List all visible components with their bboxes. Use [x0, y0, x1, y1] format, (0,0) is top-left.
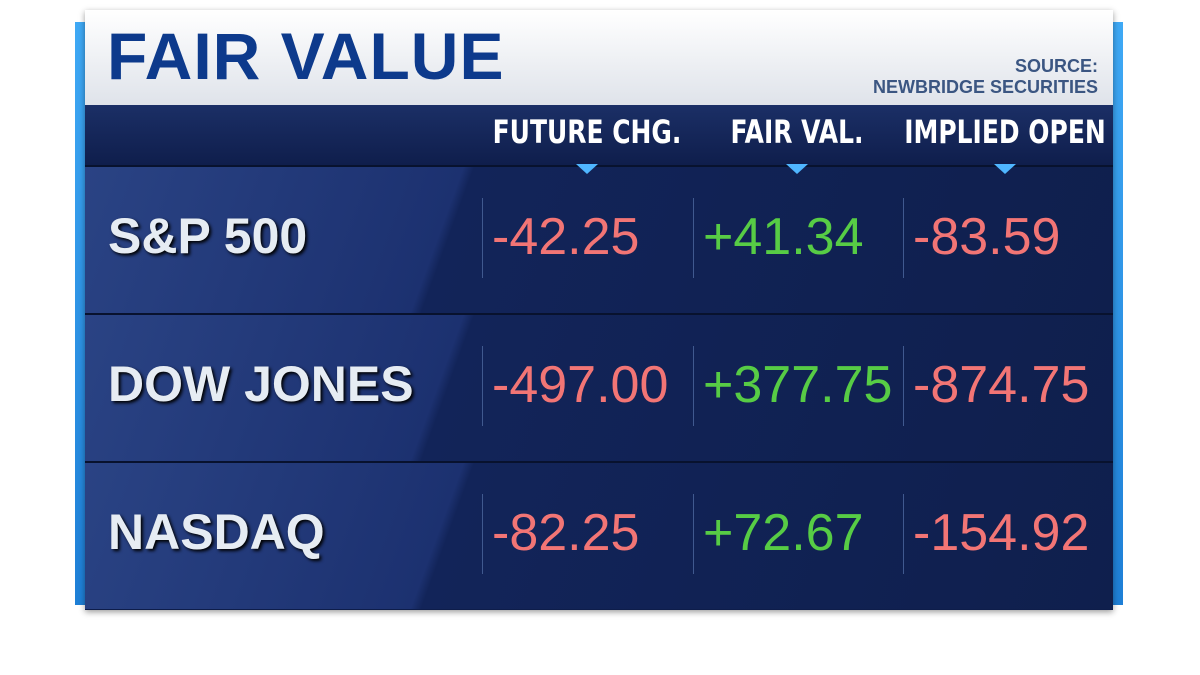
column-marker	[576, 164, 598, 174]
column-header: IMPLIED OPEN	[904, 113, 1106, 151]
row-bg	[85, 165, 1113, 313]
separator	[903, 198, 904, 278]
value: -154.92	[913, 504, 1090, 562]
column-marker	[786, 164, 808, 174]
column-header: FAIR VAL.	[730, 113, 864, 151]
column-marker	[994, 164, 1016, 174]
separator	[693, 494, 694, 574]
separator	[903, 346, 904, 426]
source-label: SOURCE:	[1014, 56, 1098, 76]
separator	[482, 494, 483, 574]
row-label: NASDAQ	[108, 504, 325, 560]
value: +377.75	[703, 356, 893, 414]
row-label: S&P 500	[108, 208, 308, 264]
separator	[903, 494, 904, 574]
value: -497.00	[492, 356, 669, 414]
row-bg	[85, 461, 1113, 609]
value: +72.67	[703, 504, 864, 562]
panel: FAIR VALUE SOURCE: NEWBRIDGE SECURITIES …	[85, 10, 1113, 610]
value: -874.75	[913, 356, 1090, 414]
value: -42.25	[492, 208, 640, 266]
side-bar	[1113, 22, 1123, 605]
title: FAIR VALUE	[107, 19, 505, 93]
value: +41.34	[703, 208, 864, 266]
separator	[482, 198, 483, 278]
source: NEWBRIDGE SECURITIES	[872, 77, 1098, 97]
row-bg	[85, 313, 1113, 461]
separator	[482, 346, 483, 426]
column-header: FUTURE CHG.	[492, 113, 682, 151]
separator	[693, 198, 694, 278]
header	[85, 10, 1113, 105]
row-label: DOW JONES	[108, 356, 414, 412]
value: -82.25	[492, 504, 640, 562]
value: -83.59	[913, 208, 1061, 266]
column-header-band	[85, 105, 1113, 165]
side-bar	[75, 22, 85, 605]
separator	[693, 346, 694, 426]
